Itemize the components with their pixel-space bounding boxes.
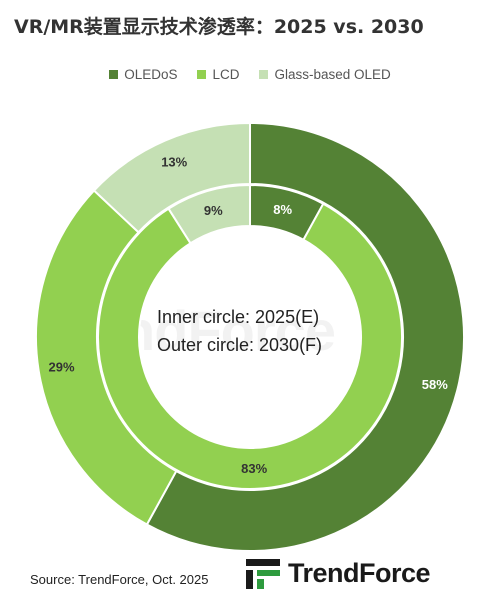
outer-slice-oledos (145, 121, 465, 552)
legend-swatch-oledos (109, 70, 119, 79)
outer-label-lcd: 29% (49, 359, 75, 374)
trendforce-logo-icon (246, 558, 280, 589)
brand-logo: TrendForce (246, 558, 431, 589)
legend-label-oledos: OLEDoS (124, 67, 178, 82)
inner-slice-lcd (97, 202, 403, 490)
source-note: Source: TrendForce, Oct. 2025 (30, 572, 209, 587)
legend-item-glass-oled: Glass-based OLED (259, 67, 391, 82)
outer-label-oledos: 58% (422, 377, 448, 392)
inner-label-glass-based-oled: 9% (204, 203, 223, 218)
outer-slice-glass-based-oled (92, 121, 251, 234)
legend-item-lcd: LCD (197, 67, 239, 82)
legend-swatch-lcd (197, 70, 207, 79)
center-annotation-2: Outer circle: 2030(F) (157, 335, 322, 355)
legend-item-oledos: OLEDoS (109, 67, 177, 82)
inner-slice-glass-based-oled (167, 183, 251, 245)
legend-label-lcd: LCD (212, 67, 240, 82)
chart-title: VR/MR装置显示技术渗透率：2025 vs. 2030 (14, 16, 424, 38)
outer-label-glass-based-oled: 13% (161, 154, 187, 169)
brand-name: TrendForce (288, 558, 431, 588)
center-annotation-1: Inner circle: 2025(E) (157, 307, 319, 327)
inner-label-lcd: 83% (241, 461, 267, 476)
inner-label-oledos: 8% (273, 202, 292, 217)
legend: OLEDoS LCD Glass-based OLED (0, 67, 500, 82)
legend-label-glass-oled: Glass-based OLED (274, 67, 391, 82)
legend-swatch-glass-oled (259, 70, 269, 79)
